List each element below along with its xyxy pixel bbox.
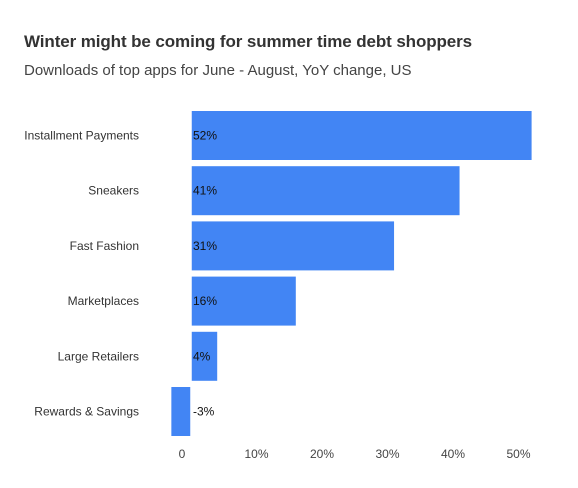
category-label-3: Marketplaces [68,294,139,308]
x-tick-label-3: 30% [375,447,399,461]
value-label-2: 31% [193,239,217,253]
category-label-0: Installment Payments [24,129,139,143]
value-label-5: -3% [193,405,215,419]
x-tick-label-2: 20% [310,447,334,461]
bar-4 [191,331,218,381]
category-label-1: Sneakers [88,184,139,198]
value-label-3: 16% [193,294,217,308]
category-label-2: Fast Fashion [70,239,139,253]
value-label-4: 4% [193,349,211,363]
bar-2 [191,221,395,271]
value-label-1: 41% [193,184,217,198]
x-tick-label-1: 10% [244,447,268,461]
category-label-5: Rewards & Savings [34,405,139,419]
chart-subtitle: Downloads of top apps for June - August,… [24,62,412,79]
x-tick-label-4: 40% [441,447,465,461]
bar-5 [171,387,191,436]
value-label-0: 52% [193,129,217,143]
category-label-4: Large Retailers [58,349,139,363]
bar-3 [191,276,296,326]
chart-title: Winter might be coming for summer time d… [24,32,473,51]
x-tick-label-5: 50% [506,447,530,461]
x-tick-label-0: 0 [179,447,186,461]
bar-0 [191,111,532,160]
bar-1 [191,166,460,216]
